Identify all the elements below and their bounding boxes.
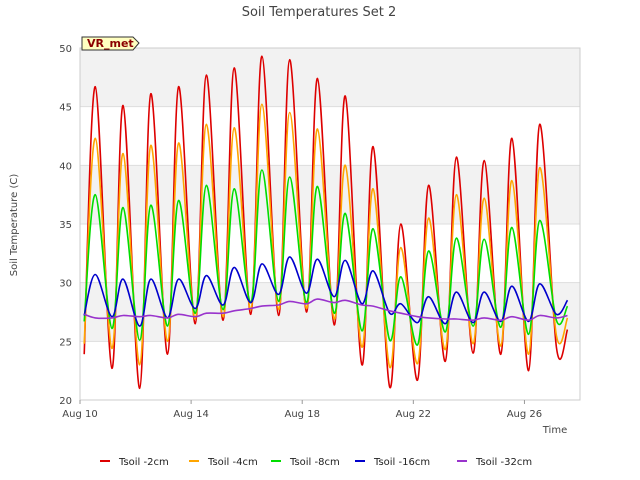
badge-shape (81, 36, 140, 51)
series-line-tsoil-16cm (83, 256, 569, 327)
plot-frame (79, 47, 581, 401)
x-axis-ticks: Aug 10 Aug 14 Aug 18 Aug 22 Aug 26 (62, 400, 542, 420)
grid-band (80, 48, 580, 107)
y-tick-label: 35 (59, 220, 72, 231)
grid-band (80, 341, 580, 400)
legend-label: Tsoil -16cm (373, 457, 430, 468)
y-tick-label: 30 (59, 279, 72, 290)
series-lines (83, 55, 569, 390)
legend: Tsoil -2cm Tsoil -4cm Tsoil -8cm Tsoil -16c… (100, 457, 532, 468)
badge-label: VR_met (87, 37, 134, 50)
x-tick-label: Aug 18 (285, 409, 320, 420)
y-axis-label: Soil Temperature (C) (9, 174, 20, 277)
y-tick-label: 25 (59, 337, 72, 348)
y-tick-label: 50 (59, 44, 72, 55)
series-line-tsoil-4cm (83, 103, 569, 368)
site-badge: VR_met (81, 36, 140, 51)
legend-label: Tsoil -4cm (207, 457, 258, 468)
x-tick-label: Aug 22 (396, 409, 431, 420)
grid-bands (80, 48, 580, 400)
x-axis-label: Time (542, 425, 567, 436)
series-line-tsoil-32cm (83, 298, 568, 322)
series-line-tsoil-2cm (83, 55, 569, 390)
chart-title: Soil Temperatures Set 2 (242, 5, 397, 20)
y-axis-ticks: 20 25 30 35 40 45 50 (59, 44, 72, 407)
y-tick-label: 45 (59, 103, 72, 114)
grid-band (80, 165, 580, 224)
x-tick-label: Aug 10 (62, 409, 97, 420)
series-line-tsoil-8cm (83, 169, 569, 346)
legend-label: Tsoil -8cm (289, 457, 340, 468)
y-tick-label: 40 (59, 161, 72, 172)
x-tick-label: Aug 14 (173, 409, 208, 420)
x-tick-label: Aug 26 (507, 409, 542, 420)
legend-label: Tsoil -32cm (475, 457, 532, 468)
legend-label: Tsoil -2cm (118, 457, 169, 468)
grid-band (80, 106, 580, 166)
y-tick-label: 20 (59, 396, 72, 407)
